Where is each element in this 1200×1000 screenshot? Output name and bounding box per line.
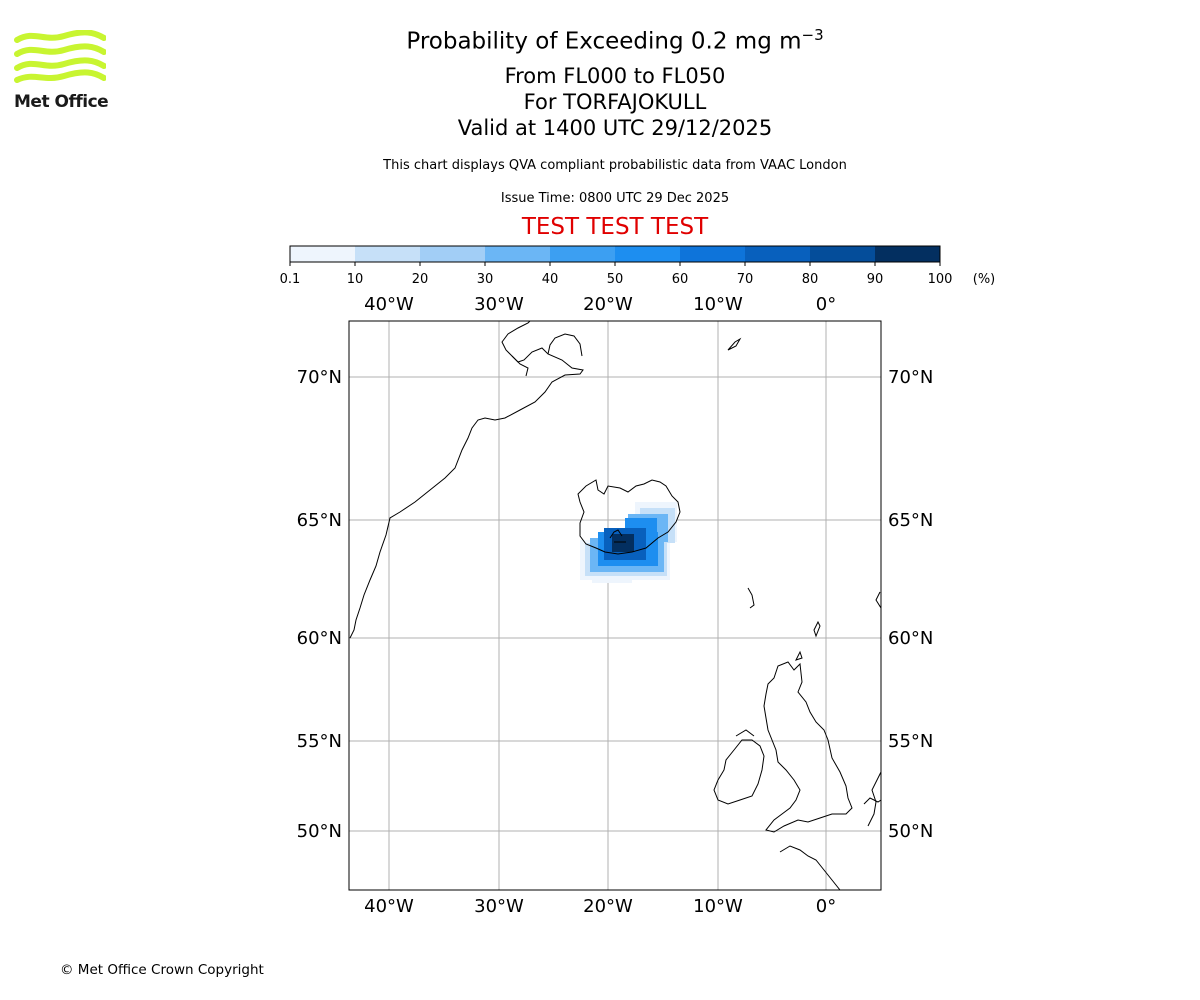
colorbar-tick-label: 50 bbox=[607, 272, 624, 287]
colorbar-tick-label: 60 bbox=[672, 272, 689, 287]
lat-label-left-50n: 50°N bbox=[297, 821, 342, 842]
colorbar-cell bbox=[290, 246, 355, 262]
colorbar-unit: (%) bbox=[973, 272, 996, 287]
colorbar-tick-label: 40 bbox=[542, 272, 559, 287]
lat-label-left-55n: 55°N bbox=[297, 731, 342, 752]
copyright-notice: © Met Office Crown Copyright bbox=[60, 962, 264, 978]
lat-label-right-50n: 50°N bbox=[888, 821, 933, 842]
lon-label-top-20w: 20°W bbox=[583, 294, 633, 315]
lat-label-right-65n: 65°N bbox=[888, 510, 933, 531]
map-frame bbox=[348, 320, 882, 891]
lon-label-top-40w: 40°W bbox=[364, 294, 414, 315]
lat-label-left-65n: 65°N bbox=[297, 510, 342, 531]
great-britain-coast bbox=[763, 661, 853, 833]
jan-mayen bbox=[727, 337, 742, 351]
logo-wordmark: Met Office bbox=[14, 92, 109, 112]
lat-label-left-60n: 60°N bbox=[297, 628, 342, 649]
lat-label-right-55n: 55°N bbox=[888, 731, 933, 752]
colorbar-cell bbox=[745, 246, 810, 262]
iceland-coast bbox=[577, 479, 681, 555]
probability-colorbar: 0.1 10 20 30 40 50 60 70 80 90 100 (%) bbox=[280, 245, 996, 287]
colorbar-cell bbox=[485, 246, 550, 262]
latitude-labels-right: 70°N 65°N 60°N 55°N 50°N bbox=[888, 367, 933, 842]
continental-coast bbox=[779, 845, 841, 890]
lat-label-right-70n: 70°N bbox=[888, 367, 933, 388]
colorbar-cell bbox=[875, 246, 940, 262]
ash-probability-plume bbox=[580, 502, 677, 583]
lon-label-bottom-30w: 30°W bbox=[474, 896, 524, 917]
faroe-islands bbox=[747, 587, 755, 609]
colorbar-cell bbox=[810, 246, 875, 262]
lon-label-bottom-10w: 10°W bbox=[693, 896, 743, 917]
lon-label-bottom-0: 0° bbox=[816, 896, 836, 917]
test-banner: TEST TEST TEST bbox=[521, 214, 709, 240]
colorbar-tick-label: 0.1 bbox=[280, 272, 301, 287]
map-background bbox=[349, 321, 881, 890]
latitude-labels-left: 70°N 65°N 60°N 55°N 50°N bbox=[297, 367, 342, 842]
coastlines bbox=[349, 321, 881, 890]
colorbar-tick-label: 20 bbox=[412, 272, 429, 287]
lon-label-top-10w: 10°W bbox=[693, 294, 743, 315]
chart-description: This chart displays QVA compliant probab… bbox=[383, 158, 847, 173]
graticule bbox=[349, 321, 881, 890]
colorbar-cell bbox=[680, 246, 745, 262]
flight-level-range: From FL000 to FL050 bbox=[504, 64, 726, 88]
lat-label-left-70n: 70°N bbox=[297, 367, 342, 388]
colorbar-cell bbox=[355, 246, 420, 262]
colorbar-tick-label: 10 bbox=[347, 272, 364, 287]
valid-time: Valid at 1400 UTC 29/12/2025 bbox=[457, 116, 773, 140]
lon-label-top-0: 0° bbox=[816, 294, 836, 315]
chart-title: Probability of Exceeding 0.2 mg m−3 bbox=[406, 26, 824, 55]
colorbar-cell bbox=[615, 246, 680, 262]
colorbar-tick-label: 100 bbox=[928, 272, 953, 287]
colorbar-tick-label: 80 bbox=[802, 272, 819, 287]
ireland-coast bbox=[713, 739, 765, 805]
volcano-name: For TORFAJOKULL bbox=[523, 90, 707, 114]
lon-label-bottom-20w: 20°W bbox=[583, 896, 633, 917]
colorbar-cell bbox=[420, 246, 485, 262]
lon-label-bottom-40w: 40°W bbox=[364, 896, 414, 917]
colorbar-cell bbox=[550, 246, 615, 262]
colorbar-tick-label: 70 bbox=[737, 272, 754, 287]
met-office-logo bbox=[14, 30, 106, 83]
longitude-labels-top: 40°W 30°W 20°W 10°W 0° bbox=[364, 294, 836, 315]
issue-time: Issue Time: 0800 UTC 29 Dec 2025 bbox=[500, 191, 730, 206]
map-panel: 40°W 30°W 20°W 10°W 0° 40°W 30°W 20°W 10… bbox=[297, 294, 934, 917]
colorbar-tick-label: 30 bbox=[477, 272, 494, 287]
lat-label-right-60n: 60°N bbox=[888, 628, 933, 649]
colorbar-tick-label: 90 bbox=[867, 272, 884, 287]
lon-label-top-30w: 30°W bbox=[474, 294, 524, 315]
longitude-labels-bottom: 40°W 30°W 20°W 10°W 0° bbox=[364, 896, 836, 917]
